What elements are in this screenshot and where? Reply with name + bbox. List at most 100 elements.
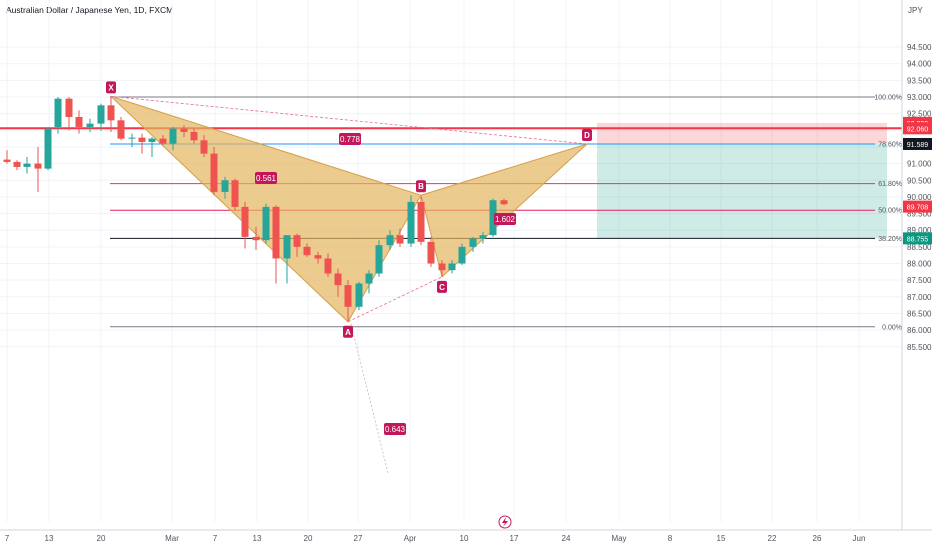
position-box[interactable] [597, 122, 887, 239]
candle[interactable] [44, 128, 52, 169]
candle[interactable] [272, 206, 280, 259]
candle[interactable] [159, 138, 167, 144]
y-tick-label: 90.000 [907, 193, 932, 202]
fib-level-label: 50.00% [878, 208, 902, 215]
y-tick-label: 89.000 [907, 226, 932, 235]
candle[interactable] [200, 140, 208, 154]
ratio-label-bg [255, 172, 277, 184]
ratio-label-bg [339, 133, 361, 145]
x-tick-label: 22 [768, 534, 777, 543]
candle[interactable] [75, 116, 83, 127]
candle[interactable] [458, 246, 466, 264]
candle[interactable] [427, 241, 435, 264]
point-label: D [584, 131, 590, 140]
candle[interactable] [314, 255, 322, 259]
candle[interactable] [148, 138, 156, 142]
y-tick-label: 94.000 [907, 60, 932, 69]
candle[interactable] [190, 131, 198, 141]
candle[interactable] [469, 238, 477, 247]
candle[interactable] [293, 235, 301, 247]
candle[interactable] [386, 235, 394, 246]
pattern-labels: X A B C D 0.778 0.561 1.602 0.643 [106, 81, 592, 435]
ratio-label: 1.602 [495, 215, 516, 224]
candle[interactable] [252, 236, 260, 241]
y-tick-label: 87.500 [907, 276, 932, 285]
candle[interactable] [3, 159, 11, 162]
candle[interactable] [262, 206, 270, 241]
price-label-bg [903, 232, 932, 245]
candle[interactable] [407, 201, 415, 244]
currency-label: JPY [908, 6, 923, 15]
candle[interactable] [438, 263, 446, 271]
take-profit-zone[interactable] [597, 143, 887, 239]
candle[interactable] [324, 258, 332, 274]
candle[interactable] [334, 273, 342, 286]
ratio-label-bg [384, 423, 406, 435]
x-tick-label: 7 [213, 534, 218, 543]
y-tick-label: 93.500 [907, 76, 932, 85]
price-label-bg [903, 122, 932, 135]
candle[interactable] [138, 137, 146, 142]
point-label-bg [343, 325, 353, 338]
candle[interactable] [97, 105, 105, 124]
ratio-label: 0.643 [385, 425, 406, 434]
stop-loss-zone[interactable] [597, 122, 887, 144]
x-tick-label: Mar [165, 534, 179, 543]
candle[interactable] [283, 235, 291, 259]
price-label: 88.755 [907, 236, 929, 243]
candle[interactable] [303, 246, 311, 256]
x-tick-label: 20 [304, 534, 313, 543]
point-label: B [418, 182, 424, 191]
x-tick-label: 20 [97, 534, 106, 543]
price-label: 89.708 [907, 205, 929, 212]
candle[interactable] [54, 98, 62, 127]
y-tick-label: 94.500 [907, 43, 932, 52]
candle[interactable] [180, 128, 188, 132]
point-label: X [108, 83, 114, 92]
candle[interactable] [107, 105, 115, 121]
candle[interactable] [375, 245, 383, 274]
candle[interactable] [117, 120, 125, 139]
candle[interactable] [23, 163, 31, 167]
candle[interactable] [221, 180, 229, 192]
x-tick-label: 8 [668, 534, 673, 543]
candle[interactable] [241, 206, 249, 237]
candle[interactable] [355, 283, 363, 307]
price-label: 92.060 [907, 126, 929, 133]
candle[interactable] [500, 200, 508, 205]
y-tick-label: 89.500 [907, 210, 932, 219]
y-tick-label: 90.500 [907, 176, 932, 185]
candle[interactable] [128, 137, 136, 139]
y-tick-label: 85.500 [907, 343, 932, 352]
fib-level-label: 100.00% [874, 95, 902, 102]
candles[interactable] [3, 96, 508, 322]
y-tick-label: 93.000 [907, 93, 932, 102]
harmonic-pattern[interactable] [110, 95, 588, 474]
candle[interactable] [210, 153, 218, 192]
candle[interactable] [169, 128, 177, 144]
candle[interactable] [34, 163, 42, 169]
pattern-ac-line [347, 276, 443, 323]
price-label-bg [903, 200, 932, 213]
candle[interactable] [396, 235, 404, 244]
candle[interactable] [65, 98, 73, 117]
fib-level-label: 78.60% [878, 141, 902, 148]
chart-title: Australian Dollar / Japanese Yen, 1D, FX… [6, 5, 173, 15]
candle[interactable] [417, 201, 425, 242]
x-tick-label: 17 [510, 534, 519, 543]
candle[interactable] [344, 285, 352, 307]
candle[interactable] [448, 263, 456, 271]
x-tick-label: 26 [813, 534, 822, 543]
pattern-ab-extension [347, 311, 389, 474]
candle[interactable] [479, 235, 487, 239]
x-tick-label: Apr [404, 534, 417, 543]
candle[interactable] [13, 161, 21, 167]
candle[interactable] [86, 123, 94, 127]
candle[interactable] [231, 180, 239, 207]
candle[interactable] [489, 200, 497, 236]
x-tick-label: May [611, 534, 626, 543]
candle[interactable] [365, 273, 373, 284]
